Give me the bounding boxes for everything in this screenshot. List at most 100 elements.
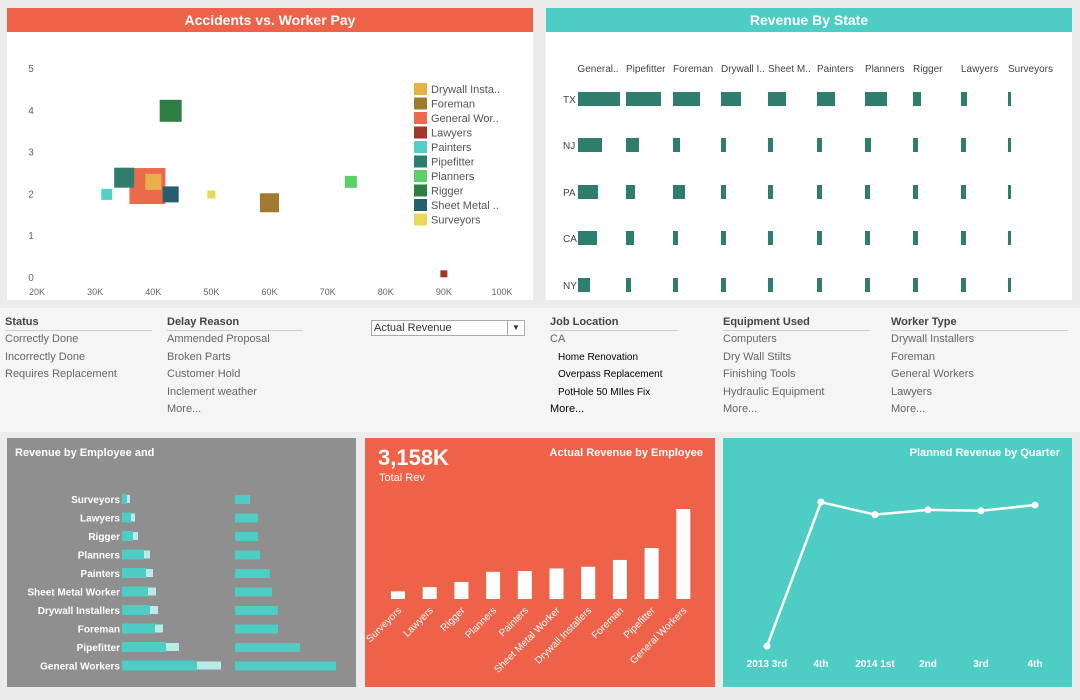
employee-bar-secondary [131, 513, 135, 522]
state-bar [817, 231, 822, 245]
job-location-more-link[interactable]: More... [550, 403, 585, 415]
quarter-label: 3rd [973, 659, 989, 670]
employee-bar-secondary [166, 643, 179, 651]
revenue-bar [517, 570, 532, 599]
state-bar [626, 92, 661, 106]
employee-bar-main [122, 623, 155, 634]
equipment-option[interactable]: Finishing Tools [723, 368, 796, 380]
state-label: TX [563, 95, 576, 106]
state-bar [961, 92, 967, 106]
employee-label: Sheet Metal Worker [27, 588, 120, 599]
job-location-option[interactable]: PotHole 50 MIles Fix [558, 386, 651, 398]
employee-bar-secondary [146, 569, 153, 577]
legend-label: Rigger [431, 186, 464, 198]
job-location-option[interactable]: Home Renovation [558, 351, 639, 363]
legend-swatch [414, 112, 427, 124]
equipment-option[interactable]: Hydraulic Equipment [723, 385, 825, 398]
status-option[interactable]: Correctly Done [5, 333, 79, 345]
state-bar [913, 92, 921, 106]
state-bar [721, 278, 726, 292]
legend-label: Foreman [431, 99, 475, 111]
employee-bar-right [235, 606, 278, 615]
state-bar [768, 138, 773, 152]
employee-bar-right [235, 532, 258, 541]
column-header: Surveyors [1008, 64, 1053, 75]
employee-bar-secondary [155, 624, 163, 633]
delay-reason-option[interactable]: Customer Hold [167, 368, 241, 380]
legend-swatch [414, 199, 427, 211]
status-option[interactable]: Requires Replacement [5, 368, 117, 380]
scatter-point [114, 167, 135, 188]
revenue-state-panel: Revenue By State General.. Pipefitter Fore… [546, 8, 1072, 300]
delay-reason-more-link[interactable]: More... [167, 403, 202, 415]
state-bar [913, 278, 918, 292]
state-bar [673, 278, 678, 292]
state-bar [578, 138, 602, 152]
state-bar [1008, 185, 1011, 199]
state-bar [961, 185, 966, 199]
x-tick-label: 60K [261, 287, 277, 297]
state-bar [913, 231, 918, 245]
scatter-point [440, 270, 448, 278]
state-bar [865, 138, 871, 152]
job-location-option[interactable]: Overpass Replacement [558, 369, 663, 380]
legend-swatch [414, 155, 427, 168]
legend-label: Drywall Insta.. [431, 84, 500, 96]
revenue-bar [644, 548, 659, 599]
column-header: General.. [577, 64, 618, 75]
revenue-bar [612, 559, 627, 599]
legend-label: Painters [431, 142, 472, 154]
equipment-filter-title: Equipment Used [723, 314, 870, 331]
employee-label: General Workers [40, 662, 120, 673]
employee-bar-main [122, 549, 144, 560]
job-location-filter-title: Job Location [550, 314, 678, 331]
worker-type-more-link[interactable]: More... [891, 403, 926, 415]
chevron-down-icon[interactable]: ▼ [507, 321, 524, 335]
scatter-point [162, 186, 179, 203]
state-bar [768, 231, 773, 245]
status-option[interactable]: Incorrectly Done [5, 350, 86, 363]
y-tick-label: 4 [28, 106, 34, 117]
worker-type-option[interactable]: Foreman [891, 350, 936, 363]
state-bar [578, 185, 598, 199]
state-bar [626, 278, 631, 292]
y-tick-label: 3 [28, 148, 34, 159]
line-point [817, 498, 825, 506]
scatter-point [207, 190, 216, 199]
legend-swatch [414, 97, 427, 110]
state-bar [865, 231, 870, 245]
revenue-bar-label: General Workers [628, 605, 689, 666]
worker-type-option[interactable]: General Workers [891, 368, 974, 380]
column-header: Drywall I.. [721, 64, 765, 75]
state-bar [1008, 138, 1011, 152]
employee-bar-right [235, 495, 250, 504]
revenue-employee-chart: Surveyors Lawyers Rigger Planners Painters Sh… [27, 494, 336, 673]
equipment-more-link[interactable]: More... [723, 403, 758, 415]
delay-reason-option[interactable]: Ammended Proposal [167, 333, 270, 345]
state-bar [673, 138, 680, 152]
state-bar [626, 231, 634, 245]
employee-label: Surveyors [71, 495, 120, 506]
state-bar [817, 138, 822, 152]
worker-type-option[interactable]: Drywall Installers [891, 333, 975, 345]
revenue-bar-label: Surveyors [365, 605, 404, 645]
scatter-point [145, 173, 162, 190]
delay-reason-option[interactable]: Broken Parts [167, 350, 231, 363]
x-tick-label: 30K [87, 287, 103, 297]
equipment-option[interactable]: Dry Wall Stilts [723, 350, 792, 363]
revenue-bar [676, 509, 691, 599]
measure-dropdown[interactable]: Actual Revenue ▼ [371, 320, 525, 336]
worker-type-option[interactable]: Lawyers [891, 385, 932, 398]
equipment-option[interactable]: Computers [723, 333, 777, 345]
planned-revenue-title: Planned Revenue by Quarter [909, 447, 1060, 459]
job-location-selected[interactable]: CA [550, 333, 566, 345]
scatter-point [260, 193, 279, 213]
line-point [763, 642, 771, 650]
legend-swatch [414, 170, 427, 182]
line-point [977, 507, 985, 515]
scatter-point [159, 99, 182, 122]
accidents-scatter-chart: 20K 30K 40K 50K 60K 70K 80K 90K 100K 0 1 2 3 4 5 Drywal… [28, 64, 512, 297]
state-bar [721, 138, 726, 152]
delay-reason-option[interactable]: Inclement weather [167, 385, 257, 398]
